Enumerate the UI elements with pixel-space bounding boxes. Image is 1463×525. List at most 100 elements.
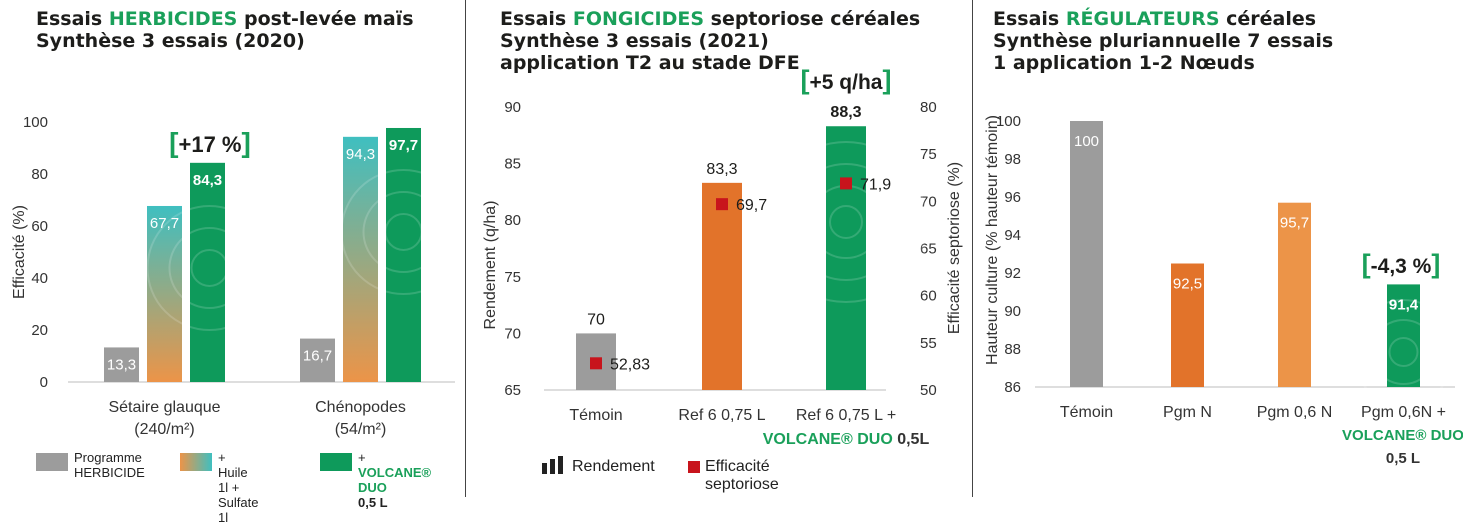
y-tick-label: 98 — [1004, 151, 1021, 168]
x-category-label: (54/m²) — [335, 421, 387, 438]
bar-value-label: 84,3 — [193, 172, 222, 189]
fongicides-title: Essais FONGICIDES septoriose céréales Sy… — [500, 8, 920, 74]
bar-value-label: 70 — [587, 311, 605, 328]
y2-tick-label: 80 — [920, 99, 937, 116]
y-tick-label: 0 — [40, 374, 48, 391]
y2-tick-label: 60 — [920, 288, 937, 305]
legend-swatch-volcane — [320, 453, 352, 471]
x-category-label: Ref 6 0,75 L — [678, 407, 765, 424]
y2-tick-label: 55 — [920, 335, 937, 352]
bar-value-label: 92,5 — [1173, 276, 1202, 293]
y-tick-label: 40 — [31, 270, 48, 287]
bar-huile-sulfate — [147, 205, 182, 382]
bar-value-label: 91,4 — [1389, 296, 1419, 313]
panel-divider — [972, 0, 973, 497]
legend-label-prefix: + — [358, 450, 366, 465]
y-tick-label: 100 — [996, 113, 1021, 130]
y-tick-label: 80 — [31, 166, 48, 183]
title-line2: Synthèse pluriannuelle 7 essais — [993, 30, 1334, 52]
fongicides-chart: 65 70 75 80 85 90 50 55 60 65 70 75 80 Rendement (q/h… — [482, 65, 963, 448]
x-category-label: Chénopodes — [315, 399, 406, 416]
x-category-label: Ref 6 0,75 L + — [796, 407, 896, 424]
bar-hauteur — [1278, 202, 1311, 387]
panel-divider — [465, 0, 466, 497]
legend-label-line: HERBICIDE — [74, 465, 145, 480]
title-line2: Synthèse 3 essais (2021) — [500, 30, 769, 52]
bar-watermark — [765, 141, 927, 303]
y-tick-label: 20 — [31, 322, 48, 339]
x-category-label: Pgm 0,6N + — [1361, 404, 1446, 421]
herbicides-panel: Essais HERBICIDES post-levée maïs Synthè… — [0, 0, 467, 525]
bar-volcane-duo — [190, 162, 225, 382]
bar-value-label: 95,7 — [1280, 215, 1309, 232]
regulateurs-panel: Essais RÉGULATEURS céréales Synthèse plu… — [973, 0, 1463, 497]
fongicides-panel: Essais FONGICIDES septoriose céréales Sy… — [466, 0, 972, 497]
efficacite-marker — [590, 357, 602, 370]
y-tick-label: 80 — [504, 212, 521, 229]
bar-watermark — [362, 191, 445, 273]
x-category-label: Témoin — [569, 407, 622, 424]
bar-value-label: 100 — [1074, 133, 1099, 150]
legend-label-huile: + Huile 1l + Sulfate 1l — [218, 450, 258, 525]
legend-label-line: Sulfate 1l — [218, 495, 259, 525]
title-highlight: HERBICIDES — [108, 8, 238, 30]
bar-value-label: 67,7 — [150, 215, 179, 232]
marker-value-label: 71,9 — [860, 176, 891, 193]
y2-tick-label: 75 — [920, 146, 937, 163]
y-tick-label: 70 — [504, 325, 521, 342]
bar-programme — [300, 338, 335, 382]
bar-rendement — [826, 126, 866, 390]
bar-watermark — [384, 213, 423, 251]
legend-dose: 0,5 L — [358, 495, 388, 510]
efficacite-marker — [840, 177, 852, 190]
gain-label: [+17 %] — [169, 127, 251, 158]
bar-value-label: 13,3 — [107, 356, 136, 373]
x-category-label: (240/m²) — [134, 421, 194, 438]
legend-label-efficacite: Efficacité septoriose — [705, 458, 779, 493]
title-highlight: RÉGULATEURS — [1065, 8, 1220, 30]
bar-watermark — [1370, 319, 1437, 385]
bar-huile-sulfate — [343, 136, 378, 382]
x-category-label-brand: VOLCANE® DUO — [1342, 427, 1463, 444]
legend-swatch-programme — [36, 453, 68, 471]
legend-label-rendement: Rendement — [572, 458, 655, 475]
y-axis-label: Rendement (q/ha) — [482, 201, 499, 330]
title-line2: Synthèse 3 essais (2020) — [36, 30, 305, 52]
x-category-label-dose: 0,5 L — [1386, 450, 1420, 467]
marker-value-label: 69,7 — [736, 197, 767, 214]
y-axis-label: Efficacité (%) — [11, 205, 28, 299]
title-line3: application T2 au stade DFE — [500, 52, 800, 74]
y-tick-label: 94 — [1004, 227, 1021, 244]
bar-hauteur — [1387, 284, 1420, 387]
gain-label: [+5 q/ha] — [801, 65, 892, 95]
y-tick-label: 100 — [23, 114, 48, 131]
bar-watermark — [829, 205, 863, 239]
legend-label-programme: Programme HERBICIDE — [74, 450, 145, 480]
legend-label-volcane: + VOLCANE® DUO 0,5 L — [358, 450, 431, 510]
y-tick-label: 96 — [1004, 189, 1021, 206]
y-tick-label: 75 — [504, 269, 521, 286]
legend-swatch-efficacite — [688, 461, 700, 473]
y-tick-label: 60 — [31, 218, 48, 235]
bar-value-label: 88,3 — [830, 104, 861, 121]
legend-swatch-huile — [180, 453, 212, 471]
bar-value-label: 94,3 — [346, 146, 375, 163]
bar-chart-icon — [542, 456, 563, 474]
marker-value-label: 52,83 — [610, 356, 650, 373]
bar-hauteur — [1070, 121, 1103, 387]
bar-watermark — [787, 163, 905, 281]
bar-watermark — [168, 227, 251, 309]
y-tick-label: 85 — [504, 156, 521, 173]
y2-tick-label: 50 — [920, 382, 937, 399]
bar-watermark — [1388, 337, 1419, 367]
efficacite-marker — [716, 198, 728, 211]
title-prefix: Essais — [500, 8, 573, 30]
title-suffix: céréales — [1219, 8, 1317, 30]
x-category-label-brand: VOLCANE® DUO 0,5L — [763, 431, 930, 448]
bar-watermark — [1350, 299, 1457, 405]
y-tick-label: 65 — [504, 382, 521, 399]
bar-watermark — [190, 249, 229, 287]
x-category-label: Sétaire glauque — [108, 399, 220, 416]
bar-value-label: 97,7 — [389, 137, 418, 154]
